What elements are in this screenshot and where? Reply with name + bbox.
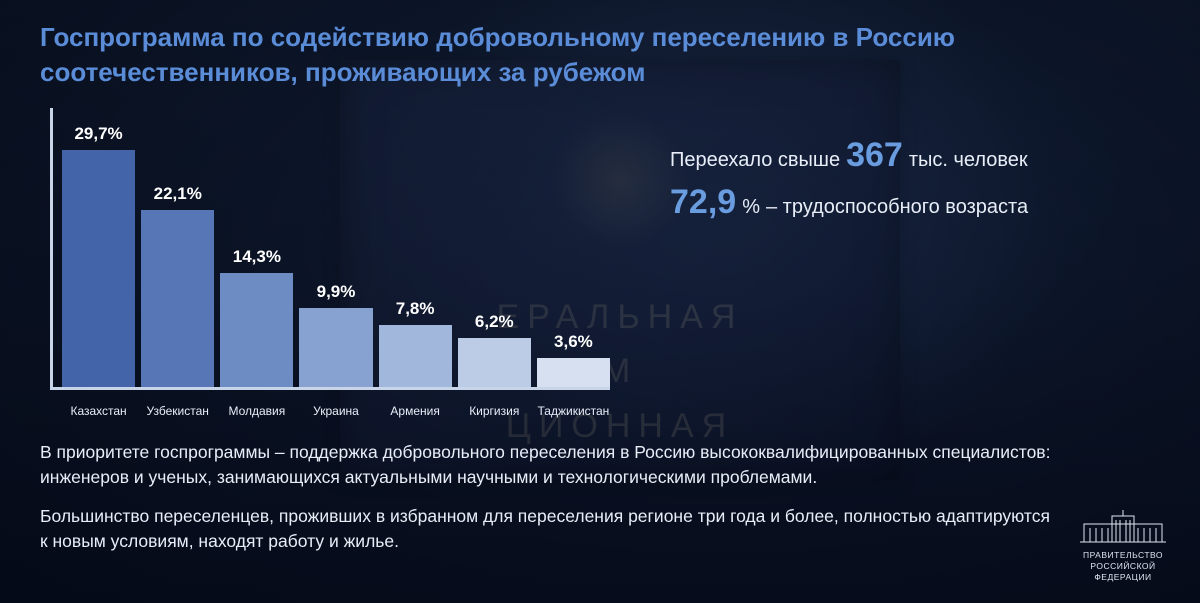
chart-bars-group: 29,7% 22,1% 14,3% 9,9% 7,8% 6,2% 3,6%: [62, 108, 610, 387]
bar-rect: [141, 210, 214, 387]
bar-value-label: 9,9%: [317, 282, 356, 302]
gov-building-icon: [1078, 510, 1168, 546]
bar-value-label: 3,6%: [554, 332, 593, 352]
chart-labels-group: Казахстан Узбекистан Молдавия Украина Армени…: [62, 404, 610, 418]
logo-line-2: РОССИЙСКОЙ: [1090, 561, 1155, 571]
chart-x-axis: [50, 387, 610, 390]
bar-column: 9,9%: [299, 108, 372, 387]
bar-rect: [379, 325, 452, 387]
stat-line-moved: Переехало свыше 367 тыс. человек: [670, 136, 1028, 175]
bar-column: 7,8%: [379, 108, 452, 387]
bar-category-label: Украина: [299, 404, 372, 418]
bar-column: 14,3%: [220, 108, 293, 387]
bar-column: 6,2%: [458, 108, 531, 387]
bar-value-label: 7,8%: [396, 299, 435, 319]
stat-pre: Переехало свыше: [670, 149, 840, 172]
body-paragraphs: В приоритете госпрограммы – поддержка до…: [40, 440, 1060, 553]
bar-rect: [458, 338, 531, 388]
bar-category-label: Киргизия: [458, 404, 531, 418]
logo-label: ПРАВИТЕЛЬСТВО РОССИЙСКОЙ ФЕДЕРАЦИИ: [1078, 550, 1168, 583]
bar-category-label: Армения: [379, 404, 452, 418]
paragraph-1: В приоритете госпрограммы – поддержка до…: [40, 440, 1060, 490]
key-stats: Переехало свыше 367 тыс. человек 72,9% –…: [670, 136, 1028, 222]
main-row: 29,7% 22,1% 14,3% 9,9% 7,8% 6,2% 3,6% Казахста…: [40, 108, 1160, 418]
stat-big-367: 367: [846, 136, 903, 175]
bar-category-label: Таджикистан: [537, 404, 610, 418]
bar-value-label: 6,2%: [475, 312, 514, 332]
gov-logo: ПРАВИТЕЛЬСТВО РОССИЙСКОЙ ФЕДЕРАЦИИ: [1078, 510, 1168, 583]
bar-rect: [62, 150, 135, 388]
bar-category-label: Узбекистан: [141, 404, 214, 418]
logo-line-1: ПРАВИТЕЛЬСТВО: [1083, 550, 1163, 560]
content-container: Госпрограмма по содействию добровольному…: [0, 0, 1200, 603]
bar-value-label: 14,3%: [233, 247, 281, 267]
stat-workage-post: – трудоспособного возраста: [766, 196, 1028, 219]
bar-category-label: Казахстан: [62, 404, 135, 418]
bar-column: 3,6%: [537, 108, 610, 387]
bar-rect: [220, 273, 293, 387]
stat-pct: %: [742, 196, 760, 219]
stat-post: тыс. человек: [909, 149, 1028, 172]
stat-line-workage: 72,9% – трудоспособного возраста: [670, 183, 1028, 222]
bar-chart: 29,7% 22,1% 14,3% 9,9% 7,8% 6,2% 3,6% Казахста…: [50, 108, 610, 418]
page-title: Госпрограмма по содействию добровольному…: [40, 20, 1160, 90]
logo-line-3: ФЕДЕРАЦИИ: [1094, 572, 1151, 582]
bar-column: 29,7%: [62, 108, 135, 387]
stat-big-729: 72,9: [670, 183, 736, 222]
chart-y-axis: [50, 108, 53, 390]
bar-value-label: 22,1%: [154, 184, 202, 204]
bar-category-label: Молдавия: [220, 404, 293, 418]
bar-value-label: 29,7%: [74, 124, 122, 144]
bar-rect: [537, 358, 610, 387]
paragraph-2: Большинство переселенцев, проживших в из…: [40, 504, 1060, 554]
bar-column: 22,1%: [141, 108, 214, 387]
bar-rect: [299, 308, 372, 387]
